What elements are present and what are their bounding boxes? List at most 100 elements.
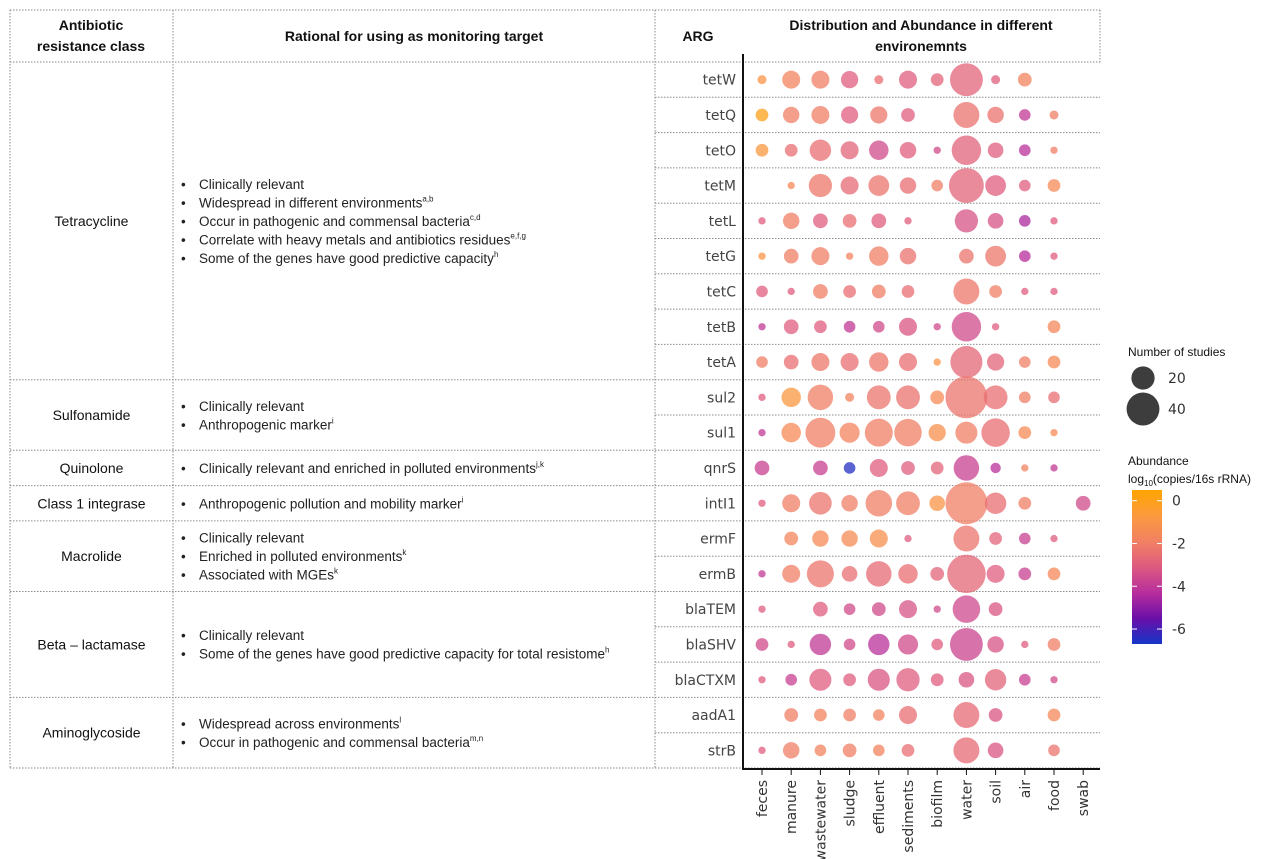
data-point [758, 393, 766, 402]
arg-column: tetW tetQ tetO tetM tetL tetG tetC tetB tetA sul2… [675, 73, 737, 760]
data-point [1018, 426, 1032, 440]
data-point [782, 564, 801, 583]
data-point [945, 482, 988, 525]
size-legend-label: 20 [1168, 371, 1186, 387]
x-axis-labels: feces manure wastewater sludge effluent sedim… [755, 779, 1092, 859]
data-point [806, 560, 834, 588]
data-point [958, 671, 975, 688]
environment-label: sludge [843, 780, 859, 826]
data-point [898, 706, 918, 725]
data-point [1021, 287, 1029, 296]
rationale-text: Occur in pathogenic and commensal bacter… [199, 214, 470, 229]
data-point [1048, 744, 1060, 757]
data-point [785, 673, 798, 686]
bullet-icon: • [181, 716, 186, 731]
environment-label: swab [1076, 780, 1092, 816]
data-point [896, 491, 920, 516]
data-point [898, 600, 918, 619]
header-distribution-line2: environemnts [875, 38, 967, 54]
header-arg: ARG [682, 28, 713, 44]
data-point [814, 320, 827, 334]
data-point [1050, 676, 1058, 684]
data-point [933, 146, 941, 154]
rationale-text: Widespread in different environments [199, 195, 423, 210]
rationale-superscript: j,k [535, 460, 545, 469]
data-point [899, 247, 917, 265]
data-point [864, 418, 893, 447]
rationale-text: Anthropogenic pollution and mobility mar… [199, 496, 462, 511]
data-point [951, 135, 982, 165]
data-point [755, 108, 769, 122]
rationale-item: Clinically relevant [199, 177, 304, 192]
bullet-icon: • [181, 461, 186, 476]
data-point [930, 673, 944, 687]
data-point [845, 252, 854, 260]
gene-label: strB [708, 743, 736, 759]
data-point [843, 285, 856, 298]
data-point [1018, 496, 1032, 510]
data-point [783, 319, 799, 335]
data-point [928, 424, 946, 442]
gene-label: ermB [699, 567, 736, 583]
rationale-superscript: a,b [422, 194, 434, 203]
antibiotic-class-label: Tetracycline [55, 213, 129, 229]
data-point [1048, 391, 1060, 404]
antibiotic-class-label: Class 1 integrase [37, 495, 145, 511]
data-point [1018, 109, 1031, 121]
data-point [933, 605, 941, 613]
environment-label: air [1018, 780, 1034, 798]
data-point [812, 530, 829, 547]
data-point [901, 461, 915, 475]
size-legend-circle [1126, 392, 1160, 426]
data-point [754, 460, 770, 476]
rationale-item: Clinically relevant [199, 399, 304, 414]
data-point [872, 744, 885, 757]
gene-label: tetC [707, 284, 737, 300]
bullet-icon: • [181, 251, 186, 266]
rationale-superscript: k [334, 567, 339, 576]
data-point [1047, 320, 1061, 334]
gene-label: sul1 [707, 426, 736, 442]
rationale-item: Widespread across environmentsl [199, 715, 401, 731]
data-point [814, 708, 827, 722]
bubble-points [754, 63, 1091, 764]
color-bar-tick-label: -2 [1172, 536, 1186, 552]
data-point [781, 422, 801, 443]
data-point [953, 737, 980, 764]
data-point [787, 287, 795, 296]
rationale-superscript: k [402, 548, 407, 557]
data-point [954, 209, 979, 233]
data-point [811, 353, 830, 372]
data-point [813, 460, 828, 476]
data-point [1047, 708, 1061, 722]
data-point [898, 317, 918, 336]
data-point [987, 106, 1004, 124]
data-point [841, 495, 858, 512]
gene-label: qnrS [704, 461, 737, 477]
rationale-text: Widespread across environments [199, 716, 400, 731]
data-point [869, 529, 888, 548]
data-point [840, 141, 859, 160]
data-point [898, 353, 918, 372]
rationale-text: Correlate with heavy metals and antibiot… [199, 232, 511, 247]
data-point [872, 709, 885, 721]
data-point [808, 173, 833, 198]
data-point [783, 248, 799, 264]
data-point [781, 387, 801, 408]
gene-label: tetQ [705, 108, 736, 124]
rationale-text: Anthropogenic marker [199, 417, 332, 432]
data-point [901, 743, 915, 757]
data-point [1050, 146, 1058, 154]
data-point [930, 73, 944, 87]
data-point [1018, 215, 1031, 227]
data-point [782, 742, 800, 759]
data-point [904, 217, 912, 225]
data-point [949, 63, 983, 97]
size-legend-circle [1131, 366, 1155, 390]
data-point [1018, 391, 1031, 404]
data-point [870, 106, 888, 124]
rationale-superscript: i [332, 416, 334, 425]
data-point [787, 640, 795, 649]
data-point [933, 358, 941, 366]
data-point [1047, 638, 1061, 651]
